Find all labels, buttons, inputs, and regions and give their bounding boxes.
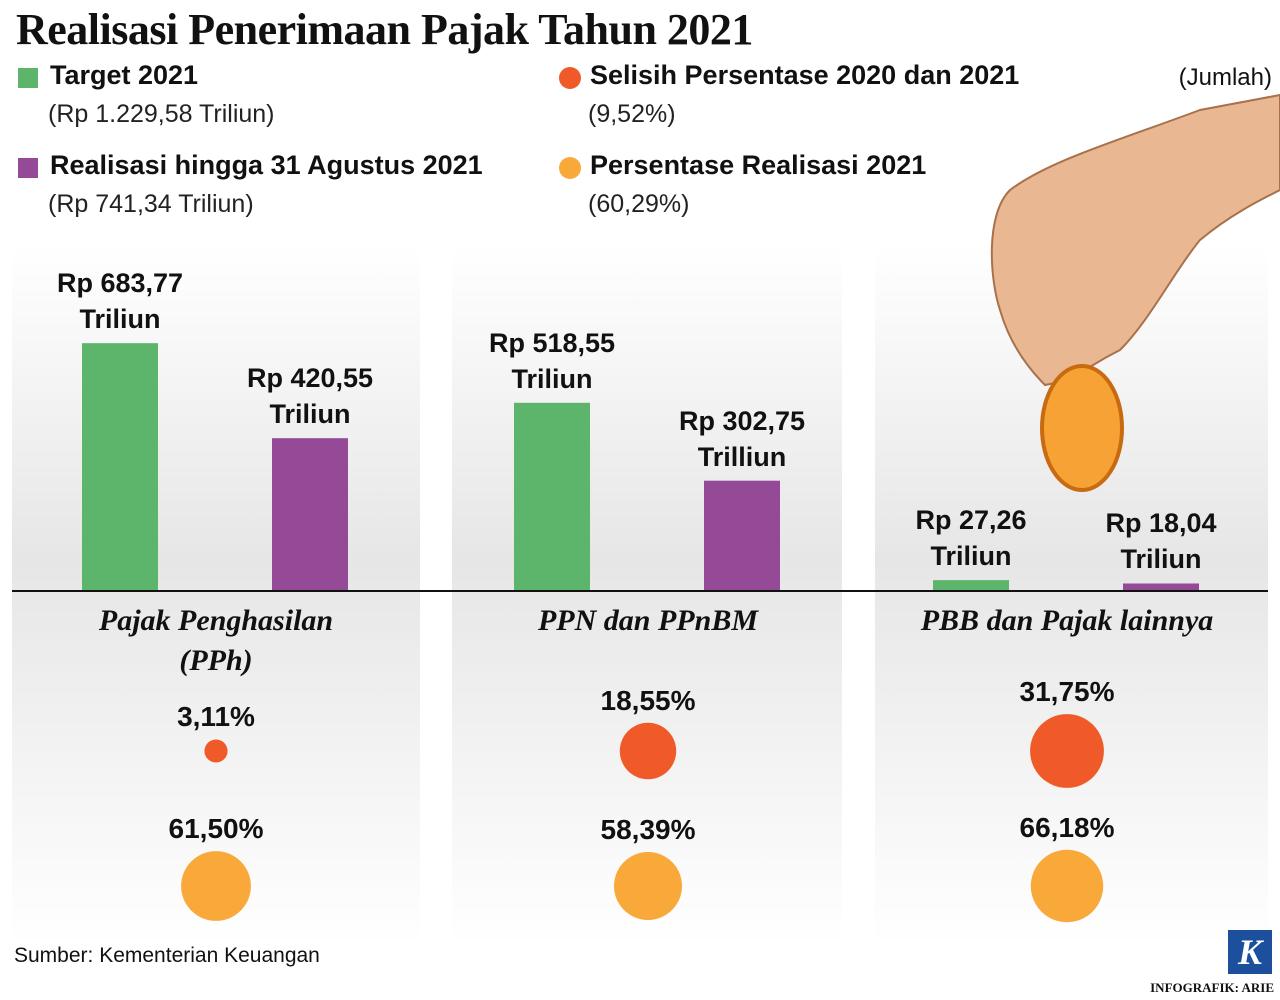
data-label: 3,11% — [177, 701, 255, 733]
bubble — [613, 851, 683, 921]
legend-marker — [559, 157, 581, 179]
bar — [82, 343, 158, 590]
data-label: 66,18% — [1019, 811, 1115, 843]
chart-title: Realisasi Penerimaan Pajak Tahun 2021 — [16, 5, 753, 54]
legend-label: Target 2021 — [50, 60, 199, 90]
bubble — [181, 851, 251, 921]
legend-marker — [559, 67, 581, 89]
panel — [12, 245, 420, 945]
legend-marker — [18, 158, 38, 178]
data-label: Rp 518,55 Triliun — [488, 327, 616, 394]
data-label: Rp 302,75 Trilliun — [678, 405, 806, 472]
category-label: PPN dan PPnBM — [537, 604, 759, 637]
legend-label: Realisasi hingga 31 Agustus 2021 — [50, 150, 483, 180]
bar — [514, 402, 590, 590]
legend-label: Persentase Realisasi 2021 — [590, 150, 927, 180]
bar — [1123, 583, 1199, 590]
logo-box — [1228, 930, 1272, 974]
data-label: 58,39% — [600, 813, 696, 845]
bubble — [204, 739, 228, 763]
category-label: Pajak Penghasilan (PPh) — [98, 604, 334, 677]
hand-illustration — [990, 93, 1280, 387]
legend-label: Selisih Persentase 2020 dan 2021 — [590, 60, 1020, 90]
panel — [452, 245, 842, 945]
legend-total: (9,52%) — [588, 100, 676, 128]
bar — [272, 438, 348, 590]
logo: K — [1237, 932, 1262, 972]
data-label: 18,55% — [600, 684, 696, 716]
note: (Jumlah) — [1178, 64, 1272, 91]
data-label: Rp 420,55 Triliun — [246, 363, 374, 430]
credit: INFOGRAFIK: ARIE — [1150, 980, 1274, 995]
bubble — [619, 722, 677, 780]
legend-total: (Rp 1.229,58 Triliun) — [48, 100, 275, 128]
data-label: Rp 18,04 Triliun — [1105, 508, 1217, 575]
legend-marker — [18, 68, 38, 88]
bubble — [1030, 714, 1104, 788]
data-label: Rp 27,26 Triliun — [915, 505, 1027, 572]
bubble — [1030, 849, 1104, 923]
bar — [933, 580, 1009, 590]
legend-total: (60,29%) — [588, 190, 690, 218]
bar — [704, 480, 780, 590]
source: Sumber: Kementerian Keuangan — [14, 944, 320, 967]
data-label: 61,50% — [168, 813, 264, 845]
data-label: 31,75% — [1019, 676, 1115, 708]
coin-illustration — [1040, 364, 1124, 492]
data-label: Rp 683,77 Triliun — [56, 268, 184, 335]
legend-total: (Rp 741,34 Triliun) — [48, 190, 254, 218]
category-label: PBB dan Pajak lainnya — [920, 604, 1214, 637]
